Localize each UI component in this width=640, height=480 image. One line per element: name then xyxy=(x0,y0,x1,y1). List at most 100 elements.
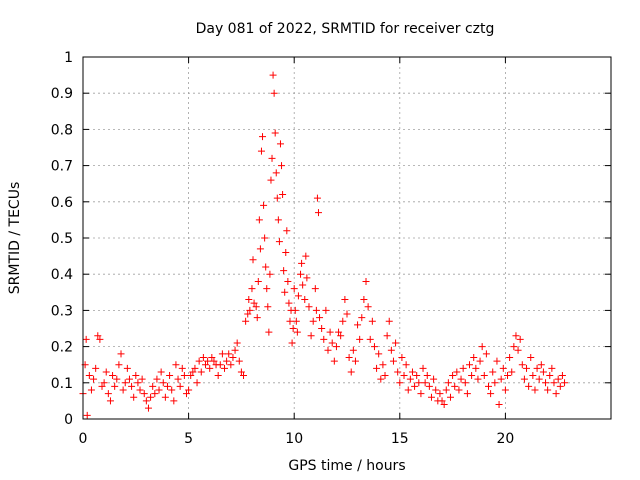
data-point xyxy=(480,372,488,380)
data-point xyxy=(178,364,186,372)
data-point xyxy=(289,325,297,332)
data-point xyxy=(172,361,180,369)
data-point xyxy=(182,390,190,398)
data-point xyxy=(389,357,397,365)
data-point xyxy=(383,332,391,340)
data-point xyxy=(449,372,457,380)
data-point xyxy=(104,390,112,398)
data-point xyxy=(514,346,522,354)
data-point xyxy=(554,375,562,383)
x-tick-label: 20 xyxy=(496,431,514,447)
data-point xyxy=(468,372,476,380)
y-tick-label: 0.9 xyxy=(51,86,73,102)
data-point xyxy=(119,386,127,394)
data-point xyxy=(231,346,239,354)
y-tick-label: 0.8 xyxy=(51,122,73,138)
data-point xyxy=(349,346,357,354)
x-tick-label: 10 xyxy=(285,431,303,447)
data-point xyxy=(537,361,545,369)
data-point xyxy=(237,368,245,376)
data-point xyxy=(316,314,324,322)
data-point xyxy=(472,364,480,372)
data-point xyxy=(430,375,438,383)
x-axis-label: GPS time / hours xyxy=(288,458,405,474)
data-point xyxy=(370,343,378,351)
data-point xyxy=(204,357,212,365)
data-point xyxy=(290,285,298,293)
data-point xyxy=(354,321,362,329)
data-point xyxy=(147,393,155,401)
data-point xyxy=(377,375,385,383)
data-point xyxy=(318,325,326,332)
data-point xyxy=(106,397,114,405)
data-point xyxy=(465,361,473,369)
data-point xyxy=(249,256,257,264)
data-point xyxy=(223,357,231,365)
data-point xyxy=(320,335,328,343)
data-point xyxy=(375,350,383,358)
data-point xyxy=(539,368,547,376)
data-point xyxy=(255,216,263,224)
data-point xyxy=(242,317,250,325)
data-point xyxy=(446,393,454,401)
data-point xyxy=(142,397,150,405)
data-point xyxy=(404,386,412,394)
data-point xyxy=(345,353,353,361)
data-point xyxy=(314,209,322,217)
data-point xyxy=(94,332,102,340)
y-tick-label: 0.4 xyxy=(51,267,73,283)
data-point xyxy=(189,368,197,376)
data-point xyxy=(392,339,400,347)
data-point xyxy=(259,133,267,141)
data-point xyxy=(504,372,512,380)
plot-frame xyxy=(82,56,612,420)
data-point xyxy=(529,372,537,380)
data-point xyxy=(432,386,440,394)
data-point xyxy=(493,357,501,365)
data-point xyxy=(520,375,528,383)
data-point xyxy=(136,386,144,394)
data-point xyxy=(525,382,533,390)
x-tick-label: 5 xyxy=(184,431,193,447)
data-point xyxy=(174,375,182,383)
data-point xyxy=(417,390,425,398)
data-point xyxy=(297,270,305,278)
data-point xyxy=(542,379,550,387)
data-point xyxy=(455,386,463,394)
data-point xyxy=(244,310,252,318)
data-point xyxy=(281,288,289,296)
chart-title: Day 081 of 2022, SRMTID for receiver czt… xyxy=(196,21,495,37)
data-point xyxy=(199,353,207,361)
data-point xyxy=(402,361,410,369)
data-point xyxy=(197,368,205,376)
data-point xyxy=(180,372,188,380)
data-point xyxy=(270,89,278,97)
data-point xyxy=(491,379,499,387)
data-point xyxy=(257,147,265,155)
data-point xyxy=(246,306,254,314)
data-point xyxy=(364,303,372,311)
data-point xyxy=(264,303,272,311)
data-point xyxy=(138,375,146,383)
data-point xyxy=(335,328,343,336)
data-point xyxy=(201,361,209,369)
data-point xyxy=(415,379,423,387)
data-point xyxy=(193,379,201,387)
data-point xyxy=(351,357,359,365)
data-point xyxy=(90,375,98,383)
data-point xyxy=(339,317,347,325)
data-point xyxy=(284,277,292,285)
data-point xyxy=(438,397,446,405)
y-tick-label: 0.7 xyxy=(51,159,73,175)
data-point xyxy=(476,357,484,365)
data-point xyxy=(337,332,345,340)
data-point xyxy=(191,364,199,372)
y-tick-label: 0 xyxy=(64,412,73,428)
data-point xyxy=(216,361,224,369)
data-point xyxy=(206,364,214,372)
data-point xyxy=(453,368,461,376)
data-point xyxy=(279,191,287,199)
data-point xyxy=(254,277,262,285)
data-point xyxy=(324,346,332,354)
data-point xyxy=(299,281,307,289)
